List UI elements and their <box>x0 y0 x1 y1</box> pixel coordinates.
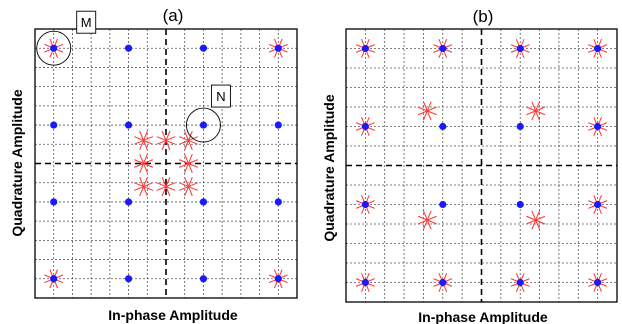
panel-b-constellation-point <box>516 278 524 287</box>
panel-a-constellation-point <box>274 275 282 283</box>
panel-a-xlabel: In-phase Amplitude <box>108 307 238 323</box>
star-stroke <box>156 136 176 145</box>
panel-b-constellation-point <box>361 44 369 53</box>
annotation-circle-m <box>36 30 72 66</box>
panel-b-constellation-point <box>516 200 524 209</box>
panel-a-star-marker <box>134 154 153 173</box>
annotation-box-n <box>210 84 231 108</box>
panel-b-frame <box>345 28 618 303</box>
panel-a-constellation-point <box>199 44 208 52</box>
panel-b-star-marker <box>526 101 546 121</box>
panel-b-constellation-point <box>594 200 602 209</box>
star-stroke <box>417 215 437 225</box>
star-stroke <box>526 106 546 116</box>
panel-b-constellation-point <box>439 200 447 209</box>
panel-b-constellation-point <box>361 200 369 209</box>
panel-b-constellation-point <box>439 122 447 131</box>
star-stroke <box>134 136 153 145</box>
panel-a-constellation-point <box>274 198 282 206</box>
panel-a-constellation-point <box>124 121 133 129</box>
panel-a-frame <box>34 28 298 299</box>
panel-b-ylabel: Quadrature Amplitude <box>321 94 337 241</box>
panel-b-star-marker <box>417 210 437 230</box>
panel-b-constellation-point <box>516 44 524 53</box>
panel-a-constellation-point <box>199 198 208 206</box>
panel-a-constellation-point <box>50 121 58 129</box>
panel-b-constellation-point <box>594 44 602 53</box>
annotation-label-n: N <box>216 89 225 104</box>
panel-a-constellation-point <box>50 275 58 283</box>
panel-b-xlabel: In-phase Amplitude <box>418 309 548 324</box>
panel-a-ylabel: Quadrature Amplitude <box>9 89 25 236</box>
star-stroke <box>134 182 153 191</box>
panel-a-constellation-point <box>274 44 282 52</box>
panel-b-constellation-point <box>439 44 447 53</box>
panel-b-constellation-point <box>516 122 524 131</box>
star-stroke <box>526 215 546 225</box>
star-stroke <box>417 106 437 116</box>
panel-b-constellation-point <box>594 278 602 287</box>
panel-a: (a) MN In-phase Amplitude Quadrature Amp… <box>9 6 298 323</box>
star-stroke <box>179 136 198 145</box>
panel-a-star-marker <box>156 177 176 196</box>
panel-b-star-marker <box>526 210 546 230</box>
panel-b-constellation-point <box>594 122 602 131</box>
star-stroke <box>179 159 198 168</box>
panel-b-constellation-point <box>361 122 369 131</box>
panel-a-star-marker <box>179 177 198 196</box>
annotation-circle-n <box>185 107 221 143</box>
panel-b-plot <box>345 28 618 303</box>
panel-a-star-marker <box>134 131 153 150</box>
panel-a-constellation-point <box>199 121 208 129</box>
panel-b-title: (b) <box>473 7 494 26</box>
panel-b-star-marker <box>417 101 437 121</box>
panel-a-constellation-point <box>50 198 58 206</box>
star-stroke <box>179 182 198 191</box>
panel-a-constellation-point <box>124 198 133 206</box>
panel-a-constellation-point <box>124 44 133 52</box>
star-stroke <box>134 159 153 168</box>
panel-b-constellation-point <box>439 278 447 287</box>
panel-b-constellation-point <box>361 278 369 287</box>
panel-a-plot: MN <box>34 10 298 299</box>
annotation-box-m <box>76 10 97 34</box>
panel-a-constellation-point <box>50 44 58 52</box>
star-stroke <box>156 182 176 191</box>
panel-a-star-marker <box>179 154 198 173</box>
panel-a-constellation-point <box>199 275 208 283</box>
panel-b: (b) In-phase Amplitude Quadrature Amplit… <box>321 7 618 324</box>
panel-a-star-marker <box>179 131 198 150</box>
annotation-label-m: M <box>81 15 92 30</box>
panel-a-constellation-point <box>124 275 133 283</box>
panel-a-star-marker <box>156 131 176 150</box>
panel-a-title: (a) <box>163 6 184 25</box>
panel-a-star-marker <box>134 177 153 196</box>
panel-a-constellation-point <box>274 121 282 129</box>
